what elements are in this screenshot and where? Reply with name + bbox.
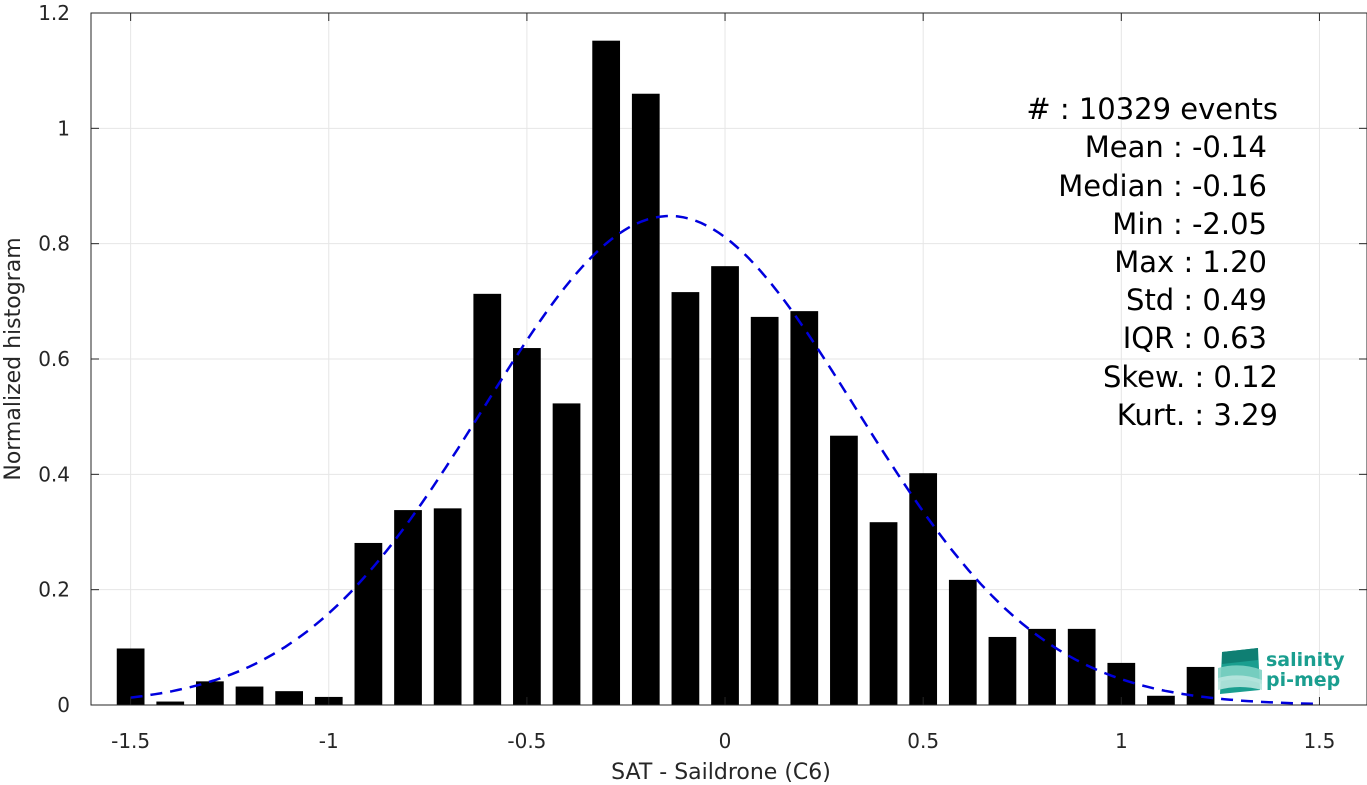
stats-line-skew: Skew. : 0.12 bbox=[1103, 360, 1278, 394]
stats-line-min: Min : -2.05 bbox=[1112, 207, 1267, 241]
histogram-bar bbox=[354, 542, 383, 705]
stats-line-std: Std : 0.49 bbox=[1126, 283, 1267, 317]
x-axis-label: SAT - Saildrone (C6) bbox=[611, 760, 831, 785]
y-tick-label: 1.2 bbox=[38, 1, 70, 25]
histogram-bar bbox=[711, 266, 739, 705]
stats-annotation: # : 10329 events Mean : -0.14 Median : -… bbox=[1026, 92, 1278, 432]
histogram-bar bbox=[552, 403, 581, 705]
histogram-bar bbox=[1186, 666, 1215, 705]
x-tick-label: 1.5 bbox=[1304, 729, 1336, 753]
histogram-bar bbox=[433, 508, 462, 705]
histogram-bar bbox=[473, 293, 502, 705]
bars bbox=[116, 40, 1215, 706]
y-tick-labels: 0 0.2 0.4 0.6 0.8 1 1.2 bbox=[38, 1, 70, 717]
histogram-bar bbox=[156, 701, 185, 705]
histogram-bar bbox=[592, 40, 621, 706]
logo-text-pimep: pi-mep bbox=[1266, 669, 1340, 691]
histogram-bar bbox=[1028, 628, 1056, 705]
x-tick-label: -0.5 bbox=[507, 729, 546, 753]
stats-line-iqr: IQR : 0.63 bbox=[1123, 321, 1267, 355]
histogram-bar bbox=[830, 435, 858, 705]
stats-line-count: # : 10329 events bbox=[1026, 92, 1278, 126]
y-tick-label: 0 bbox=[57, 693, 70, 717]
stats-line-mean: Mean : -0.14 bbox=[1085, 130, 1267, 164]
histogram-bar bbox=[948, 579, 977, 705]
histogram-bar bbox=[513, 348, 541, 705]
stats-line-max: Max : 1.20 bbox=[1114, 245, 1267, 279]
stats-line-kurt: Kurt. : 3.29 bbox=[1117, 398, 1278, 432]
histogram-bar bbox=[275, 691, 304, 705]
y-axis-label: Normalized histogram bbox=[1, 237, 26, 480]
histogram-bar bbox=[909, 473, 938, 705]
y-tick-label: 0.2 bbox=[38, 578, 70, 602]
salinity-pimep-logo: salinity pi-mep bbox=[1218, 648, 1345, 694]
histogram-bar bbox=[196, 681, 224, 705]
histogram-bar bbox=[790, 311, 819, 705]
histogram-bar bbox=[988, 636, 1017, 705]
histogram-bar bbox=[671, 292, 700, 705]
y-tick-label: 0.6 bbox=[38, 347, 70, 371]
histogram-bar bbox=[631, 93, 660, 705]
histogram-bar bbox=[750, 316, 779, 705]
x-tick-label: -1.5 bbox=[111, 729, 150, 753]
x-tick-label: 1 bbox=[1115, 729, 1128, 753]
histogram-bar bbox=[394, 510, 422, 705]
stats-line-median: Median : -0.16 bbox=[1058, 169, 1267, 203]
y-tick-label: 0.4 bbox=[38, 462, 70, 486]
y-tick-label: 1 bbox=[57, 116, 70, 140]
histogram-bar bbox=[869, 522, 898, 705]
x-tick-label: 0 bbox=[719, 729, 732, 753]
x-tick-labels: -1.5 -1 -0.5 0 0.5 1 1.5 bbox=[111, 729, 1335, 753]
logo-wave-icon bbox=[1218, 648, 1262, 694]
logo-text-salinity: salinity bbox=[1266, 649, 1345, 671]
y-tick-label: 0.8 bbox=[38, 232, 70, 256]
x-tick-label: -1 bbox=[319, 729, 339, 753]
axis-ticks bbox=[91, 12, 1367, 706]
histogram-bar bbox=[1147, 695, 1175, 705]
histogram-bar bbox=[235, 686, 264, 705]
x-tick-label: 0.5 bbox=[907, 729, 939, 753]
